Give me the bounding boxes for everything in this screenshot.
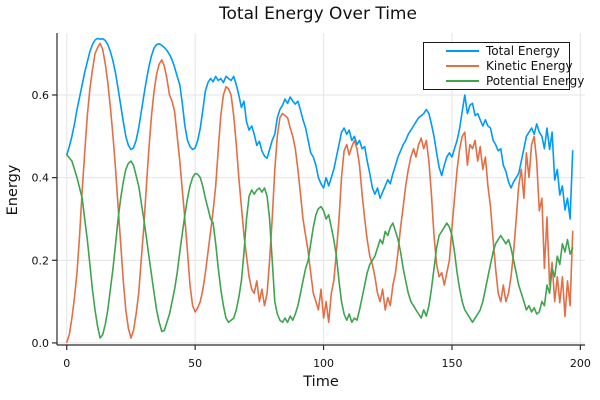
legend-item-potential-energy: Potential Energy (446, 74, 584, 87)
legend-label-kinetic-energy: Kinetic Energy (486, 59, 573, 73)
gridlines (57, 33, 585, 345)
x-tick-label: 200 (570, 357, 591, 370)
y-tick-label: 0.2 (32, 254, 50, 267)
legend: Total Energy Kinetic Energy Potential En… (423, 42, 584, 90)
legend-line-potential-energy (446, 79, 479, 82)
x-tick-label: 100 (313, 357, 334, 370)
y-tick-label: 0.0 (32, 337, 50, 350)
series-line-kinetic-energy (66, 42, 574, 343)
series-line-potential-energy (66, 154, 574, 339)
legend-label-potential-energy: Potential Energy (486, 73, 585, 88)
legend-label-total-energy: Total Energy (486, 44, 560, 59)
series-line-total-energy (66, 37, 574, 220)
legend-line-total-energy (446, 50, 479, 53)
y-axis-label: Energy (5, 164, 21, 215)
x-axis-label: Time (302, 374, 339, 390)
series-lines (66, 37, 574, 343)
y-tick-label: 0.4 (32, 172, 50, 185)
x-tick-label: 150 (441, 357, 462, 370)
legend-item-total-energy: Total Energy (446, 45, 569, 58)
axes: 0 50 100 150 200 0.0 0.2 0.4 0.6 (32, 33, 591, 370)
chart-title: Total Energy Over Time (218, 4, 417, 24)
y-tick-label: 0.6 (32, 89, 50, 102)
legend-line-kinetic-energy (446, 65, 479, 67)
x-tick-label: 0 (63, 357, 70, 370)
legend-item-kinetic-energy: Kinetic Energy (446, 60, 573, 73)
x-tick-label: 50 (188, 357, 202, 370)
